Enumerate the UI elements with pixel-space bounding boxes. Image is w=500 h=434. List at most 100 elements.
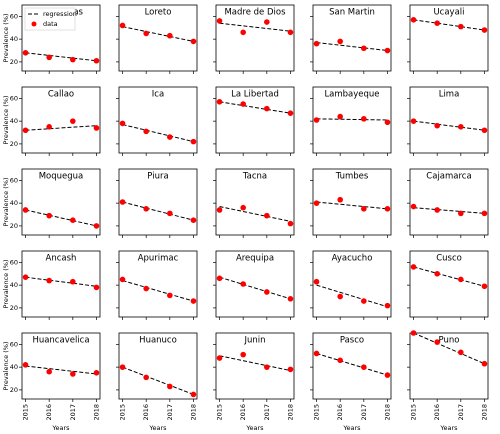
panel: La Libertad bbox=[213, 86, 295, 156]
plot-frame bbox=[409, 4, 489, 72]
panel-title: Puno bbox=[439, 336, 460, 346]
panel: Arequipa bbox=[213, 250, 295, 320]
panel: Tacna bbox=[213, 168, 295, 238]
plot-frame bbox=[409, 86, 489, 154]
panel-title: Ayacucho bbox=[332, 254, 373, 264]
regression-line bbox=[316, 118, 388, 121]
panel: Lambayeque bbox=[310, 86, 392, 156]
plot-frame bbox=[21, 332, 101, 400]
regression-line bbox=[316, 201, 388, 210]
x-tick-label: 2017 bbox=[166, 404, 174, 421]
data-point bbox=[46, 277, 52, 284]
x-tick-label: 2018 bbox=[480, 404, 488, 421]
regression-line bbox=[25, 52, 97, 62]
regression-line bbox=[122, 280, 194, 302]
panel: Ica bbox=[116, 86, 198, 156]
plot-frame bbox=[215, 168, 295, 236]
data-point bbox=[70, 371, 76, 377]
x-tick-label: 2015 bbox=[119, 404, 127, 421]
x-axis-label: Years bbox=[439, 424, 458, 432]
data-point bbox=[384, 302, 391, 309]
x-tick-label: 2017 bbox=[457, 404, 465, 421]
regression-line bbox=[219, 101, 291, 114]
y-tick-label: 40 bbox=[10, 199, 18, 207]
x-axis-label: Years bbox=[342, 424, 361, 432]
x-tick-label: 2017 bbox=[360, 404, 368, 421]
y-axis-label: Prevalence (%) bbox=[2, 260, 10, 309]
data-point bbox=[143, 374, 149, 381]
data-point bbox=[240, 101, 246, 107]
data-point bbox=[313, 200, 320, 206]
plot-frame bbox=[312, 86, 392, 154]
data-point bbox=[167, 210, 173, 217]
x-axis-label: Years bbox=[148, 424, 167, 432]
data-point bbox=[481, 127, 488, 134]
data-point bbox=[190, 391, 197, 398]
data-point bbox=[216, 355, 223, 361]
plot-frame bbox=[21, 86, 101, 154]
data-point bbox=[70, 278, 76, 285]
plot-frame bbox=[118, 4, 198, 72]
data-point bbox=[240, 29, 246, 36]
regression-line bbox=[25, 365, 97, 375]
data-point bbox=[46, 368, 52, 375]
data-point bbox=[384, 206, 391, 212]
regression-line bbox=[25, 276, 97, 287]
y-axis-label: Prevalence (%) bbox=[2, 342, 10, 391]
regression-line bbox=[122, 366, 194, 395]
data-point bbox=[264, 19, 270, 25]
panel-title: Cusco bbox=[436, 254, 462, 264]
y-axis-label: Prevalence (%) bbox=[2, 96, 10, 145]
y-tick-label: 40 bbox=[10, 363, 18, 371]
x-axis-label: Years bbox=[51, 424, 70, 432]
data-point bbox=[287, 29, 294, 36]
x-tick-label: 2016 bbox=[45, 404, 53, 421]
data-point bbox=[240, 204, 246, 211]
data-point bbox=[190, 217, 197, 224]
data-point bbox=[22, 207, 29, 213]
y-tick-label: 60 bbox=[10, 258, 18, 266]
panel: Loreto bbox=[116, 4, 198, 74]
panel-title: Pasco bbox=[340, 336, 364, 346]
data-point bbox=[264, 289, 270, 295]
panel-title: San Martin bbox=[329, 8, 375, 18]
data-point bbox=[216, 207, 223, 213]
regression-line bbox=[413, 266, 485, 287]
regression-line bbox=[219, 22, 291, 32]
data-point bbox=[434, 339, 440, 345]
panel: 204060AmazonasPrevalence (%)regressionda… bbox=[2, 4, 101, 74]
regression-line bbox=[413, 332, 485, 365]
data-point bbox=[313, 350, 320, 357]
plot-frame bbox=[312, 4, 392, 72]
data-point bbox=[93, 284, 100, 291]
data-point bbox=[458, 210, 464, 217]
data-point bbox=[384, 119, 391, 126]
data-point bbox=[167, 32, 173, 39]
panel-title: Tacna bbox=[242, 172, 267, 182]
plot-frame bbox=[21, 250, 101, 318]
panel-title: Arequipa bbox=[236, 254, 274, 264]
data-point bbox=[458, 124, 464, 130]
data-point bbox=[287, 220, 294, 227]
y-tick-label: 20 bbox=[10, 304, 18, 312]
data-point bbox=[410, 16, 417, 23]
x-tick-label: 2018 bbox=[92, 404, 100, 421]
plot-frame bbox=[215, 86, 295, 154]
y-tick-label: 40 bbox=[10, 281, 18, 289]
x-axis-label: Years bbox=[245, 424, 264, 432]
x-tick-label: 2015 bbox=[216, 404, 224, 421]
y-tick-label: 40 bbox=[10, 35, 18, 43]
regression-line bbox=[25, 125, 97, 131]
data-point bbox=[458, 276, 464, 283]
regression-line bbox=[122, 201, 194, 221]
plot-frame bbox=[21, 168, 101, 236]
x-tick-label: 2015 bbox=[410, 404, 418, 421]
data-point bbox=[46, 54, 52, 61]
x-tick-label: 2016 bbox=[142, 404, 150, 421]
panel-title: Junin bbox=[243, 336, 265, 346]
data-point bbox=[216, 98, 223, 105]
data-point bbox=[119, 276, 126, 283]
panel-title: Madre de Dios bbox=[224, 8, 286, 18]
data-point bbox=[313, 40, 320, 47]
